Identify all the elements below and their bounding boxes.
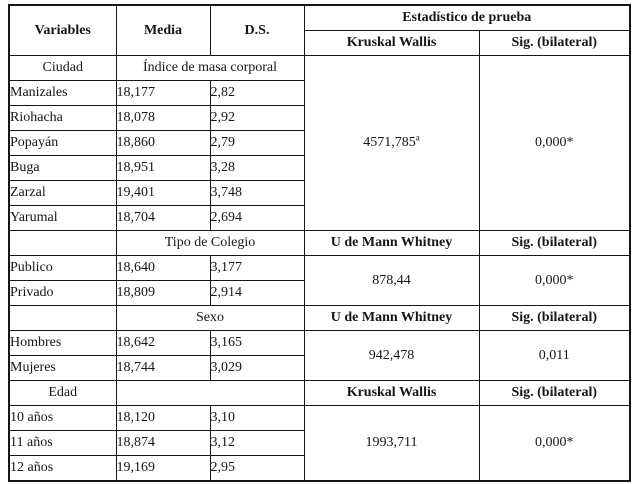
- section-span-cell: Sexo: [115, 305, 305, 331]
- table-row: Buga 18,951 3,28: [8, 155, 630, 181]
- table-row: Publico 18,640 3,177 878,44 0,000*: [8, 255, 631, 306]
- statistics-table-container: Variables Media D.S. Estadístico de prue…: [8, 4, 631, 482]
- media-cell: 18,951: [115, 155, 211, 181]
- test-header-cell: U de Mann Whitney: [303, 230, 480, 256]
- section-span-cell: Tipo de Colegio: [115, 230, 305, 256]
- row-label-cell: Privado: [8, 280, 117, 306]
- table-row: Hombres 18,642 3,165 942,478 0,011: [8, 330, 631, 381]
- section-label-cell: [8, 230, 117, 256]
- section-header-colegio: Tipo de Colegio U de Mann Whitney Sig. (…: [8, 230, 631, 256]
- row-label-cell: Zarzal: [8, 180, 117, 206]
- ds-cell: 2,79: [209, 130, 305, 156]
- media-cell: 19,401: [115, 180, 211, 206]
- statistics-table: Variables Media D.S. Estadístico de prue…: [8, 4, 631, 482]
- table-row: Popayán 18,860 2,79: [8, 130, 630, 156]
- ds-cell: 2,694: [209, 205, 305, 231]
- row-label-cell: Yarumal: [8, 205, 117, 231]
- table-row: Privado 18,809 2,914: [8, 280, 630, 306]
- ds-cell: 2,92: [209, 105, 305, 131]
- section-label-cell: Ciudad: [8, 55, 117, 81]
- row-label-cell: 11 años: [8, 430, 117, 456]
- media-cell: 18,744: [115, 355, 211, 381]
- statistic-cell: 878,44: [303, 255, 480, 306]
- section-span-cell: Índice de masa corporal: [115, 55, 305, 81]
- media-cell: 18,642: [115, 330, 211, 356]
- sig-cell: 0,000*: [478, 55, 631, 231]
- row-label-cell: Mujeres: [8, 355, 117, 381]
- table-row: Riohacha 18,078 2,92: [8, 105, 630, 131]
- row-label-cell: Manizales: [8, 80, 117, 106]
- statistic-cell: 942,478: [303, 330, 480, 381]
- row-label-cell: Popayán: [8, 130, 117, 156]
- section-header-ciudad: Ciudad Índice de masa corporal 4571,785a…: [8, 55, 631, 231]
- ds-cell: 3,029: [209, 355, 305, 381]
- header-row-2: Kruskal Wallis Sig. (bilateral): [9, 30, 631, 56]
- col-header-variables: Variables: [8, 4, 117, 56]
- media-cell: 18,874: [115, 430, 211, 456]
- section-span-cell: [115, 380, 305, 406]
- sig-header-cell: Sig. (bilateral): [478, 305, 631, 331]
- col-header-sig-bilateral: Sig. (bilateral): [478, 30, 631, 56]
- section-header-edad: Edad Kruskal Wallis Sig. (bilateral): [8, 380, 631, 406]
- ds-cell: 2,95: [209, 455, 305, 482]
- sig-cell: 0,000*: [478, 255, 631, 306]
- ds-cell: 3,177: [209, 255, 305, 281]
- ds-cell: 3,165: [209, 330, 305, 356]
- sig-header-cell: Sig. (bilateral): [478, 230, 631, 256]
- section-label-cell: Edad: [8, 380, 117, 406]
- statistic-superscript: a: [415, 132, 420, 143]
- media-cell: 18,860: [115, 130, 211, 156]
- col-header-kruskal-wallis: Kruskal Wallis: [303, 30, 480, 56]
- header-row-1: Variables Media D.S. Estadístico de prue…: [8, 4, 631, 56]
- ds-cell: 3,28: [209, 155, 305, 181]
- row-label-cell: Buga: [8, 155, 117, 181]
- ds-cell: 2,914: [209, 280, 305, 306]
- sig-cell: 0,000*: [478, 405, 631, 482]
- media-cell: 19,169: [115, 455, 211, 482]
- media-cell: 18,640: [115, 255, 211, 281]
- media-cell: 18,078: [115, 105, 211, 131]
- media-cell: 18,809: [115, 280, 211, 306]
- row-label-cell: 10 años: [8, 405, 117, 431]
- table-row: 12 años 19,169 2,95: [8, 455, 630, 482]
- media-cell: 18,704: [115, 205, 211, 231]
- table-row: Yarumal 18,704 2,694: [8, 205, 630, 231]
- statistic-value: 4571,785: [363, 135, 416, 150]
- statistic-cell: 4571,785a: [303, 55, 480, 231]
- col-header-ds: D.S.: [209, 4, 305, 56]
- table-row: Manizales 18,177 2,82: [8, 80, 630, 106]
- table-row: 11 años 18,874 3,12: [8, 430, 630, 456]
- ds-cell: 3,10: [209, 405, 305, 431]
- media-cell: 18,120: [115, 405, 211, 431]
- test-header-cell: U de Mann Whitney: [303, 305, 480, 331]
- sig-cell: 0,011: [478, 330, 631, 381]
- col-header-media: Media: [115, 4, 211, 56]
- test-header-cell: Kruskal Wallis: [303, 380, 480, 406]
- col-header-estadistico: Estadístico de prueba: [303, 4, 631, 31]
- row-label-cell: 12 años: [8, 455, 117, 482]
- ds-cell: 3,748: [209, 180, 305, 206]
- row-label-cell: Publico: [8, 255, 117, 281]
- row-label-cell: Riohacha: [8, 105, 117, 131]
- statistic-cell: 1993,711: [303, 405, 480, 482]
- row-label-cell: Hombres: [8, 330, 117, 356]
- section-header-sexo: Sexo U de Mann Whitney Sig. (bilateral): [8, 305, 631, 331]
- table-row: 10 años 18,120 3,10 1993,711 0,000*: [8, 405, 631, 482]
- ds-cell: 2,82: [209, 80, 305, 106]
- media-cell: 18,177: [115, 80, 211, 106]
- table-row: Mujeres 18,744 3,029: [8, 355, 630, 381]
- table-row: Zarzal 19,401 3,748: [8, 180, 630, 206]
- section-label-cell: [8, 305, 117, 331]
- ds-cell: 3,12: [209, 430, 305, 456]
- sig-header-cell: Sig. (bilateral): [478, 380, 631, 406]
